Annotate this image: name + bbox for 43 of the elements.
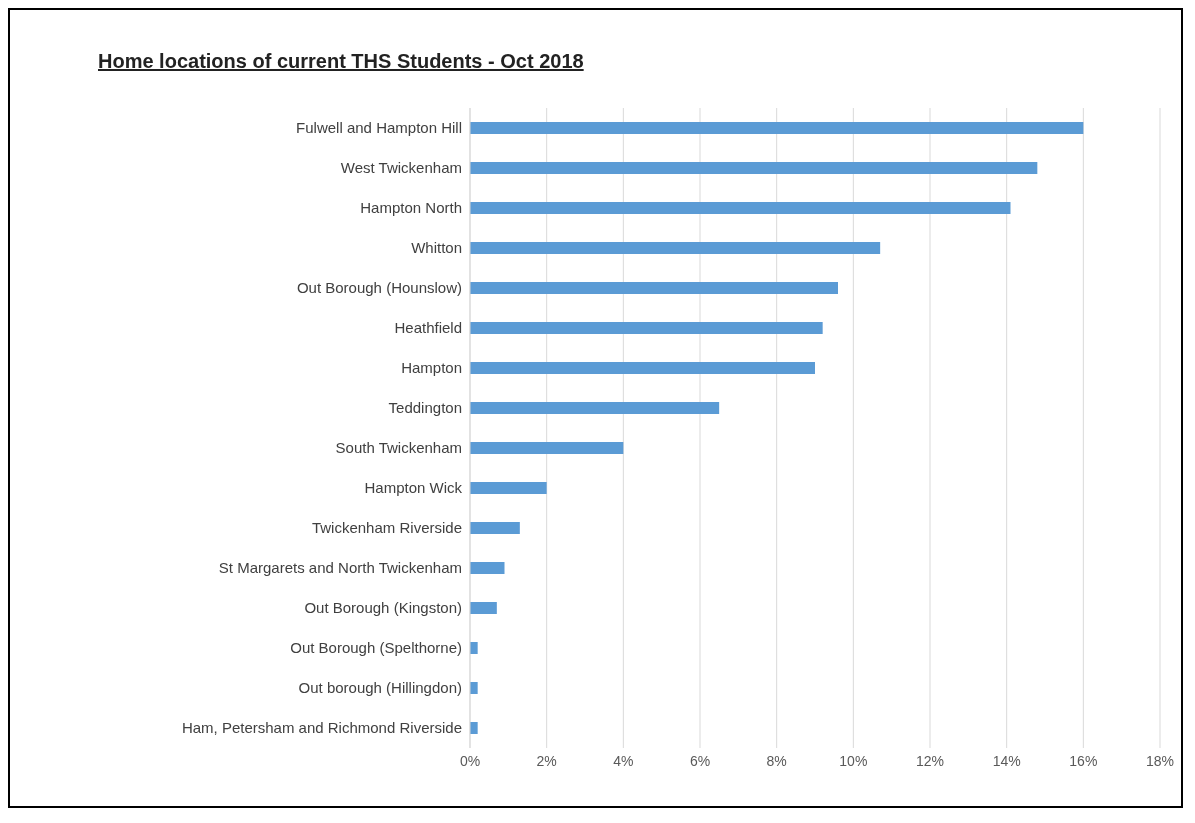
bar: [470, 682, 478, 694]
y-tick-label: St Margarets and North Twickenham: [218, 559, 462, 577]
bar: [470, 362, 815, 374]
y-tick-label: South Twickenham: [335, 439, 462, 457]
x-tick-label: 18%: [1145, 752, 1175, 769]
y-tick-label: Hampton: [401, 359, 462, 377]
y-tick-label: Heathfield: [394, 319, 462, 337]
bar: [470, 162, 1038, 174]
x-tick-label: 6%: [689, 752, 711, 769]
bar: [470, 642, 478, 654]
y-tick-label: Out Borough (Hounslow): [296, 279, 462, 297]
y-tick-label: Fulwell and Hampton Hill: [296, 119, 462, 137]
x-tick-label: 10%: [839, 752, 868, 769]
y-tick-label: Hampton Wick: [364, 479, 463, 497]
bar: [470, 402, 720, 414]
x-tick-label: 8%: [766, 752, 787, 769]
x-tick-label: 16%: [1069, 752, 1098, 769]
y-tick-label: West Twickenham: [340, 159, 462, 177]
bar: [470, 482, 547, 494]
bar: [470, 322, 823, 334]
x-tick-label: 2%: [536, 752, 557, 769]
bar: [470, 602, 497, 614]
y-tick-label: Ham, Petersham and Richmond Riverside: [181, 719, 462, 737]
y-tick-label: Out Borough (Kingston): [304, 599, 462, 617]
y-tick-label: Out Borough (Spelthorne): [290, 639, 462, 657]
x-tick-label: 14%: [992, 752, 1021, 769]
x-tick-label: 12%: [915, 752, 945, 769]
bar: [470, 242, 881, 254]
y-tick-label: Hampton North: [360, 199, 462, 217]
bar: [470, 522, 520, 534]
x-tick-label: 0%: [459, 752, 481, 769]
chart-title: Home locations of current THS Students - Oct 2018: [98, 50, 584, 73]
y-tick-label: Twickenham Riverside: [311, 519, 462, 537]
bar: [470, 442, 624, 454]
bar: [470, 202, 1011, 214]
bar: [470, 282, 838, 294]
bar: [470, 122, 1084, 134]
bar: [470, 562, 505, 574]
y-tick-label: Teddington: [388, 399, 462, 417]
x-tick-label: 4%: [613, 752, 634, 769]
y-tick-label: Whitton: [411, 239, 462, 257]
bar: [470, 722, 478, 734]
y-tick-label: Out borough (Hillingdon): [298, 679, 462, 697]
